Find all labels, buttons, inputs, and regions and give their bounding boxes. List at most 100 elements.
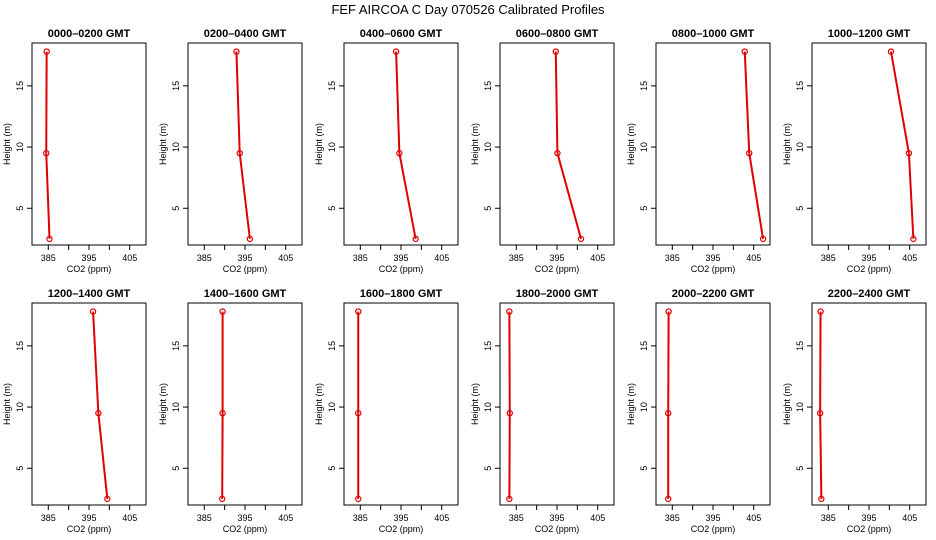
- x-tick-label: 385: [665, 253, 680, 263]
- y-axis-label: Height (m): [470, 123, 480, 165]
- data-point: [759, 235, 767, 243]
- profile-segment: [235, 51, 241, 154]
- x-tick-label: 395: [549, 513, 564, 523]
- x-axis-label: CO2 (ppm): [535, 524, 580, 534]
- x-tick-label: 395: [861, 513, 876, 523]
- x-tick-label: 395: [237, 513, 252, 523]
- data-point: [355, 495, 362, 503]
- x-tick-label: 405: [590, 513, 605, 523]
- data-point: [746, 149, 753, 157]
- panel-title: 1800–2000 GMT: [516, 288, 599, 300]
- x-tick-label: 395: [705, 253, 720, 263]
- x-axis-label: CO2 (ppm): [535, 264, 580, 274]
- panel-title: 1400–1600 GMT: [204, 288, 287, 300]
- x-tick-label: 385: [41, 513, 56, 523]
- data-point: [552, 48, 559, 55]
- panel-10: 1800–2000 GMT 385 395 405 5 10 15 CO2 (ppm) Heig…: [470, 288, 615, 534]
- data-point: [665, 495, 672, 503]
- profile-segment: [97, 413, 109, 499]
- data-point: [887, 48, 895, 55]
- profile-segment: [819, 413, 823, 499]
- x-tick-label: 405: [122, 253, 137, 263]
- panel-frame: [655, 302, 771, 506]
- data-point: [554, 149, 561, 157]
- y-tick-label: 5: [171, 206, 181, 211]
- x-tick-label: 385: [821, 513, 836, 523]
- data-point: [236, 149, 243, 157]
- x-tick-label: 385: [41, 253, 56, 263]
- data-point: [46, 235, 53, 243]
- data-point: [818, 495, 825, 503]
- panel-title: 1000–1200 GMT: [828, 28, 911, 40]
- data-point: [665, 409, 672, 417]
- y-tick-label: 5: [639, 206, 649, 211]
- y-tick-label: 10: [483, 402, 493, 412]
- y-tick-label: 5: [15, 206, 25, 211]
- panel-9: 1600–1800 GMT 385 395 405 5 10 15 CO2 (ppm) Heig…: [314, 288, 459, 534]
- x-tick-label: 405: [434, 253, 449, 263]
- y-tick-label: 5: [483, 466, 493, 471]
- panel-title: 0400–0600 GMT: [360, 28, 443, 40]
- x-tick-label: 395: [237, 253, 252, 263]
- profile-segment: [890, 51, 910, 154]
- y-axis-label: Height (m): [2, 383, 12, 425]
- profile-segment: [556, 152, 582, 240]
- y-tick-label: 5: [15, 466, 25, 471]
- x-tick-label: 385: [665, 513, 680, 523]
- y-axis-label: Height (m): [626, 383, 636, 425]
- y-tick-label: 10: [795, 402, 805, 412]
- x-tick-label: 405: [902, 513, 917, 523]
- x-axis-label: CO2 (ppm): [379, 264, 424, 274]
- panel-5: 0800–1000 GMT 385 395 405 5 10 15 CO2 (ppm) Heig…: [626, 28, 771, 274]
- x-axis-label: CO2 (ppm): [847, 524, 892, 534]
- y-axis-label: Height (m): [314, 383, 324, 425]
- profile-segment: [238, 153, 251, 239]
- y-tick-label: 10: [327, 402, 337, 412]
- data-point: [219, 308, 226, 315]
- y-tick-label: 15: [171, 341, 181, 351]
- x-tick-label: 405: [122, 513, 137, 523]
- y-tick-label: 15: [639, 81, 649, 91]
- panel-frame: [499, 302, 615, 506]
- y-axis-label: Height (m): [158, 383, 168, 425]
- profile-segment: [395, 51, 401, 154]
- x-axis-label: CO2 (ppm): [379, 524, 424, 534]
- panel-7: 1200–1400 GMT 385 395 405 5 10 15 CO2 (ppm) Heig…: [2, 288, 147, 534]
- y-tick-label: 15: [795, 341, 805, 351]
- x-tick-label: 395: [705, 513, 720, 523]
- y-tick-label: 10: [327, 142, 337, 152]
- panel-title: 0200–0400 GMT: [204, 28, 287, 40]
- x-tick-label: 395: [393, 513, 408, 523]
- panel-title: 2000–2200 GMT: [672, 288, 755, 300]
- profile-segment: [398, 152, 417, 240]
- y-tick-label: 10: [483, 142, 493, 152]
- profile-segment: [45, 153, 51, 239]
- panel-title: 0800–1000 GMT: [672, 28, 755, 40]
- profile-segment: [92, 311, 100, 414]
- panel-frame: [655, 42, 771, 246]
- y-tick-label: 15: [639, 341, 649, 351]
- panel-frame: [343, 302, 459, 506]
- x-axis-label: CO2 (ppm): [223, 264, 268, 274]
- x-tick-label: 385: [353, 513, 368, 523]
- x-axis-label: CO2 (ppm): [223, 524, 268, 534]
- profile-segment: [907, 153, 915, 239]
- data-point: [355, 409, 362, 417]
- x-axis-label: CO2 (ppm): [67, 524, 112, 534]
- profile-segment: [554, 51, 559, 154]
- y-tick-label: 15: [327, 81, 337, 91]
- y-tick-label: 10: [15, 142, 25, 152]
- data-point: [741, 48, 748, 55]
- y-tick-label: 10: [639, 142, 649, 152]
- y-tick-label: 15: [15, 341, 25, 351]
- y-axis-label: Height (m): [2, 123, 12, 165]
- data-point: [816, 409, 824, 417]
- x-tick-label: 395: [81, 513, 96, 523]
- panel-title: 1200–1400 GMT: [48, 288, 131, 300]
- x-tick-label: 405: [590, 253, 605, 263]
- data-point: [43, 48, 50, 55]
- x-tick-label: 395: [393, 253, 408, 263]
- panel-2: 0200–0400 GMT 385 395 405 5 10 15 CO2 (ppm) Heig…: [158, 28, 303, 274]
- y-axis-label: Height (m): [782, 383, 792, 425]
